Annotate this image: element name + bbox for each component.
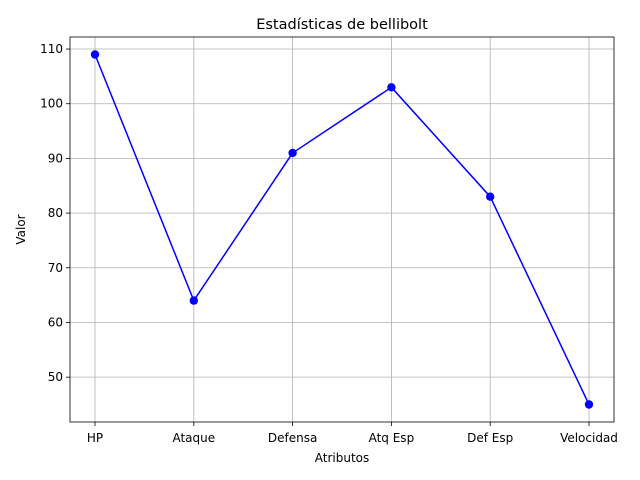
- y-tick-label: 60: [48, 315, 63, 329]
- x-tick-label: Defensa: [268, 431, 317, 445]
- x-tick-label: Def Esp: [467, 431, 513, 445]
- data-point: [189, 296, 198, 305]
- data-point: [584, 400, 594, 409]
- y-tick-label: 100: [40, 97, 63, 111]
- plot-frame: [69, 36, 615, 423]
- data-point: [486, 192, 495, 201]
- y-tick-label: 110: [40, 42, 63, 56]
- y-tick-label: 90: [48, 151, 63, 165]
- chart-title: Estadísticas de bellibolt: [256, 17, 428, 33]
- x-tick-label: Ataque: [172, 431, 215, 445]
- y-tick-label: 80: [48, 206, 63, 220]
- data-point: [90, 50, 100, 59]
- grid: [70, 37, 614, 422]
- x-tick-label: Velocidad: [560, 431, 618, 445]
- axis-ticks: HP Ataque Defensa Atq Esp Def Esp Velocidad 50…: [40, 42, 618, 445]
- x-tick-label: HP: [87, 431, 103, 445]
- y-axis-label: Valor: [14, 214, 28, 244]
- series-line: [94, 54, 590, 405]
- data-point: [288, 148, 297, 158]
- data-point: [387, 83, 396, 92]
- x-axis-label: Atributos: [315, 451, 370, 465]
- y-tick-label: 70: [48, 261, 63, 275]
- series: [90, 50, 594, 409]
- x-tick-label: Atq Esp: [369, 431, 415, 445]
- y-tick-label: 50: [48, 370, 63, 384]
